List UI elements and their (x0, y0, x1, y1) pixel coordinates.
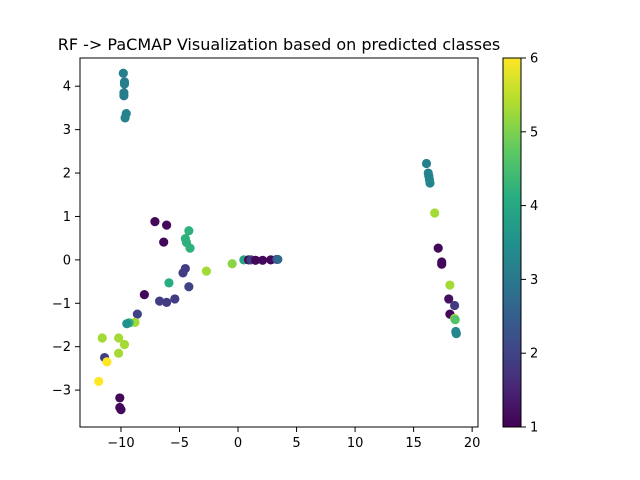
data-point (97, 333, 107, 343)
data-point (155, 296, 165, 306)
data-point (122, 319, 132, 329)
data-point (201, 266, 212, 276)
data-point (150, 217, 160, 227)
data-point (430, 208, 440, 218)
data-point (433, 243, 443, 253)
data-point (118, 68, 128, 78)
data-point (170, 294, 180, 304)
data-point (449, 300, 460, 311)
data-point (421, 158, 432, 169)
data-point (162, 220, 172, 230)
colorbar-tick-label: 4 (530, 199, 538, 214)
y-axis: −3 −2 −1 0 1 2 3 4 (52, 80, 80, 399)
x-tick-label: 5 (292, 436, 300, 451)
plot-frame (79, 57, 479, 428)
y-tick-label: 0 (63, 253, 71, 268)
data-point (185, 243, 195, 253)
data-point (162, 297, 172, 308)
x-tick-label: 20 (464, 436, 481, 451)
data-point (451, 329, 461, 339)
data-point (425, 178, 435, 188)
data-point (114, 333, 124, 343)
colorbar-tick-label: 3 (530, 273, 538, 288)
colorbar-tick-label: 6 (530, 52, 538, 67)
data-point (114, 348, 124, 358)
data-point (94, 376, 104, 387)
data-point (437, 259, 447, 269)
data-point (178, 268, 188, 278)
x-tick-label: −5 (170, 436, 189, 451)
data-point (139, 289, 149, 300)
data-point (184, 282, 194, 292)
data-point (227, 259, 237, 269)
colorbar-axis: 1 2 3 4 5 6 (521, 52, 538, 436)
x-axis: −10 −5 0 5 10 15 20 (107, 427, 480, 451)
data-point (184, 226, 194, 236)
chart-title: RF -> PaCMAP Visualization based on pred… (58, 35, 501, 54)
data-point (445, 280, 455, 290)
colorbar-tick-label: 2 (530, 347, 538, 362)
data-point (258, 255, 268, 265)
points-layer (94, 68, 461, 415)
data-point (250, 255, 261, 265)
data-point (444, 294, 454, 304)
data-point (119, 339, 130, 350)
colorbar-tick-label: 5 (530, 125, 538, 140)
x-tick-label: 0 (234, 436, 242, 451)
data-point (132, 309, 142, 319)
y-tick-label: −2 (52, 340, 71, 355)
data-point (102, 357, 112, 367)
data-point (273, 254, 283, 265)
colorbar-tick-label: 1 (530, 421, 538, 436)
data-point (120, 113, 130, 123)
data-point (119, 79, 130, 89)
x-tick-label: 15 (405, 436, 422, 451)
y-tick-label: 2 (63, 167, 71, 182)
data-point (116, 405, 126, 415)
x-tick-label: −10 (107, 436, 134, 451)
y-tick-label: −3 (52, 384, 71, 399)
y-tick-label: 1 (63, 210, 71, 225)
x-tick-label: 10 (347, 436, 364, 451)
y-tick-label: 3 (63, 123, 71, 138)
data-point (119, 91, 129, 101)
data-point (115, 393, 125, 403)
colorbar (502, 57, 522, 428)
y-tick-label: −1 (52, 297, 71, 312)
data-point (450, 315, 460, 325)
data-point (164, 278, 174, 288)
data-point (159, 237, 169, 247)
y-tick-label: 4 (63, 80, 71, 95)
